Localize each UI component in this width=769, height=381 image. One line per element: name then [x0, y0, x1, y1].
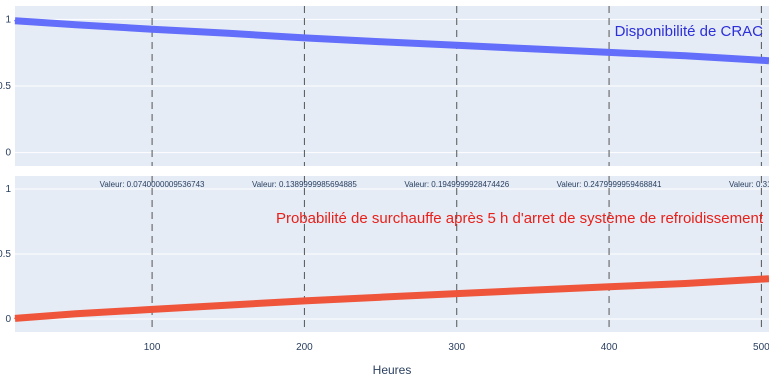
data-point — [684, 54, 687, 57]
data-point — [75, 313, 77, 315]
value-annotation: Valeur: 0.1389999985694885 — [252, 180, 357, 189]
y-tick-label: 0.5 — [0, 81, 11, 92]
data-point — [455, 44, 458, 47]
data-point — [75, 23, 77, 26]
x-tick-label: 400 — [601, 342, 618, 353]
value-annotation: Valeur: 0.0740000009536743 — [100, 180, 205, 189]
x-tick-label: 500 — [753, 342, 769, 353]
x-tick-label: 100 — [144, 342, 161, 353]
data-point — [532, 48, 534, 50]
data-point — [303, 300, 306, 302]
legend-label: Disponibilité de CRAC — [615, 23, 764, 40]
legend-label: Probabilité de surchauffe après 5 h d'ar… — [276, 210, 764, 227]
data-point — [379, 40, 382, 43]
y-tick-label: 0.5 — [0, 249, 11, 260]
data-point — [608, 51, 610, 54]
data-point — [227, 304, 230, 306]
data-point — [151, 308, 153, 311]
value-annotation: Valeur: 0.2479999959468841 — [557, 180, 662, 189]
value-annotation: Valeur: 0.3100000 — [729, 180, 769, 189]
y-tick-label: 0 — [5, 314, 11, 325]
x-tick-label: 300 — [448, 342, 465, 353]
data-point — [227, 32, 230, 35]
x-axis-title: Heures — [373, 363, 412, 377]
data-point — [14, 317, 16, 320]
y-tick-label: 1 — [5, 14, 11, 25]
data-point — [608, 285, 610, 288]
value-annotation: Valeur: 0.1949999928474426 — [404, 180, 509, 189]
x-tick-label: 200 — [296, 342, 313, 353]
data-point — [379, 296, 382, 298]
data-point — [532, 289, 534, 291]
y-tick-label: 1 — [5, 184, 11, 195]
data-point — [151, 28, 153, 31]
data-point — [684, 282, 687, 285]
data-point — [14, 19, 16, 22]
y-tick-label: 0 — [5, 148, 11, 159]
data-point — [303, 37, 306, 39]
data-point — [455, 292, 458, 295]
